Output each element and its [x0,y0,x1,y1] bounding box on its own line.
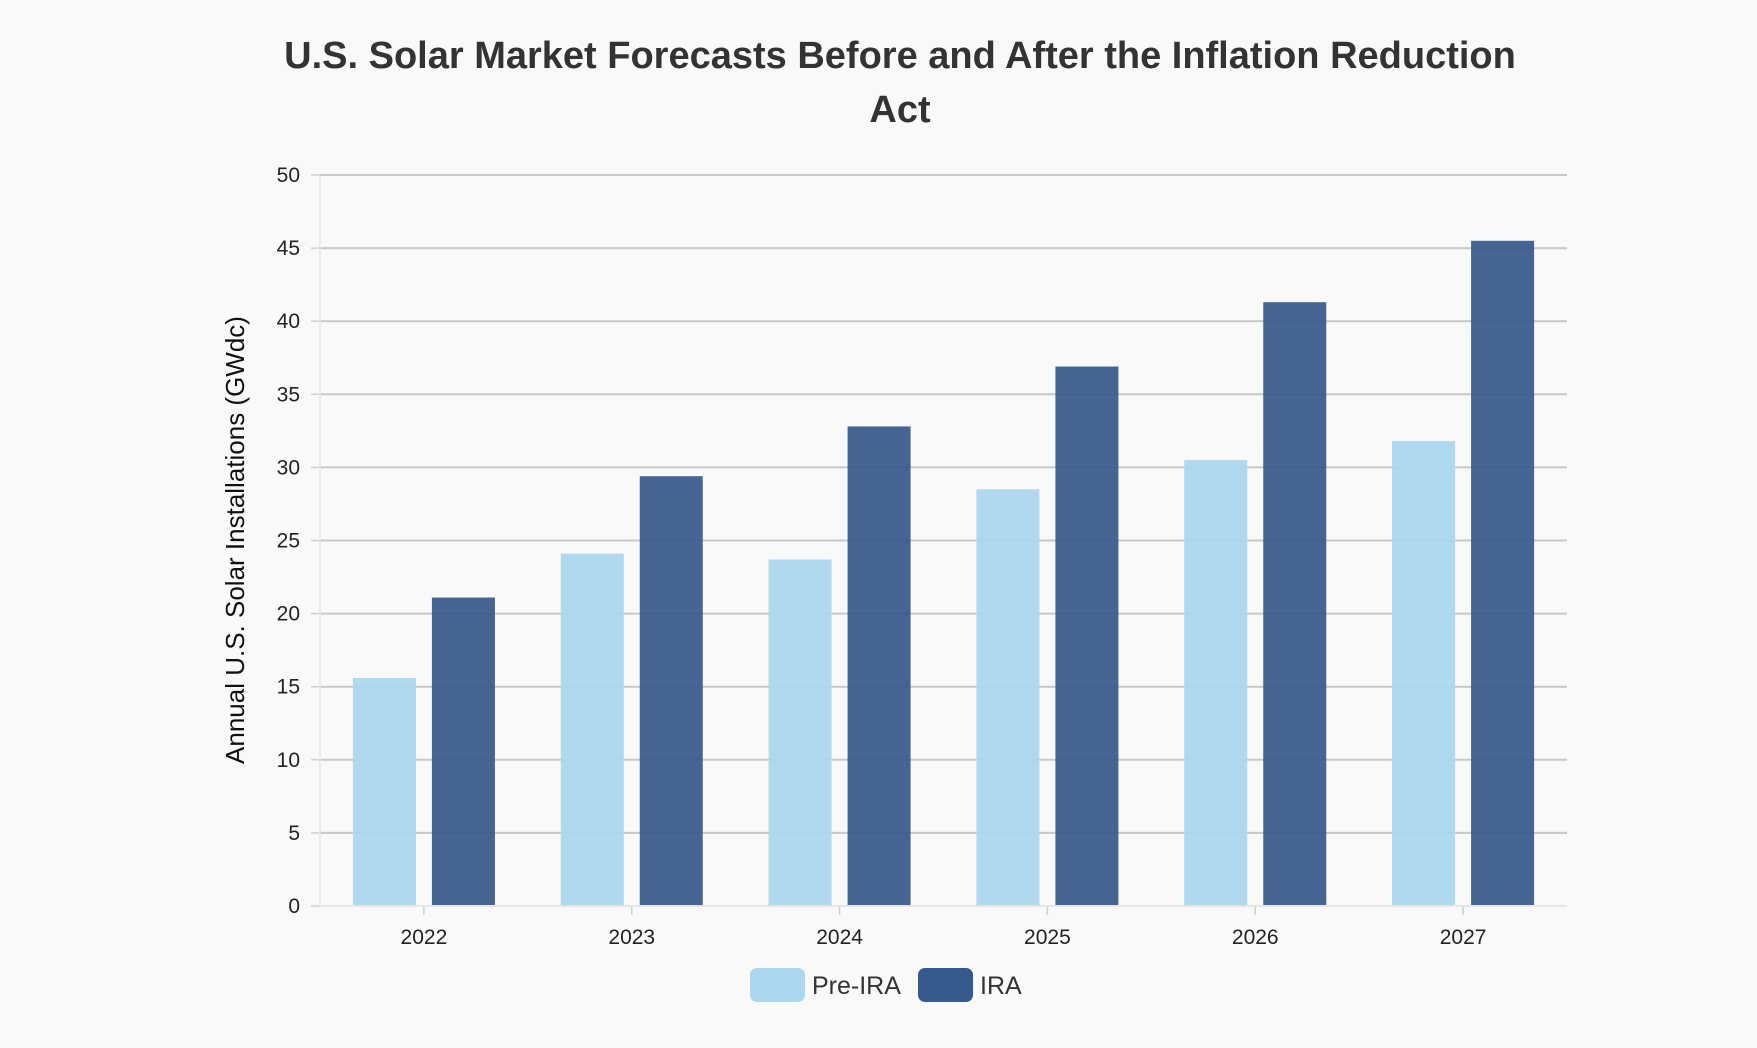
y-tick-label: 15 [277,676,300,699]
y-axis-title: Annual U.S. Solar Installations (GWdc) [220,316,250,764]
legend: Pre-IRA IRA [750,968,1022,1002]
bar-ira-2024 [847,426,911,906]
x-tick-label-2026: 2026 [1232,926,1279,949]
x-tick-label-2023: 2023 [608,926,655,949]
y-tick-label: 0 [288,895,300,918]
bar-pre-ira-2027 [1392,441,1456,906]
legend-swatch-pre-ira [750,968,805,1002]
bar-pre-ira-2025 [976,489,1040,906]
y-tick-label: 45 [277,237,300,260]
x-tick-label-2025: 2025 [1024,926,1071,949]
bar-pre-ira-2023 [560,553,624,906]
x-tick-label-2027: 2027 [1440,926,1487,949]
x-tick-label-2024: 2024 [816,926,863,949]
bar-ira-2026 [1263,302,1327,907]
x-axis-ticks: 2022 2023 2024 2025 2026 2027 [401,906,1487,949]
bar-ira-2023 [639,476,703,906]
bars [352,240,1535,907]
y-tick-label: 50 [277,164,300,187]
legend-label-pre-ira: Pre-IRA [812,972,901,1000]
y-tick-label: 35 [277,383,300,406]
bar-pre-ira-2026 [1184,460,1248,906]
gridlines [320,174,1567,834]
y-tick-label: 40 [277,310,300,333]
bar-ira-2027 [1471,240,1535,907]
bar-ira-2025 [1055,366,1119,907]
y-axis-ticks: 0 5 10 15 20 25 30 35 40 45 50 [277,164,320,918]
legend-swatch-ira [918,968,973,1002]
y-tick-label: 20 [277,603,300,626]
bar-pre-ira-2022 [352,677,416,906]
y-tick-label: 5 [288,822,300,845]
x-tick-label-2022: 2022 [401,926,448,949]
bar-ira-2022 [431,597,495,906]
y-tick-label: 10 [277,749,300,772]
legend-label-ira: IRA [980,972,1022,1000]
y-tick-label: 25 [277,530,300,553]
bar-pre-ira-2024 [768,559,832,906]
chart-title-line-1: U.S. Solar Market Forecasts Before and A… [284,35,1516,77]
y-tick-label: 30 [277,456,300,479]
chart-title-line-2: Act [869,89,931,131]
